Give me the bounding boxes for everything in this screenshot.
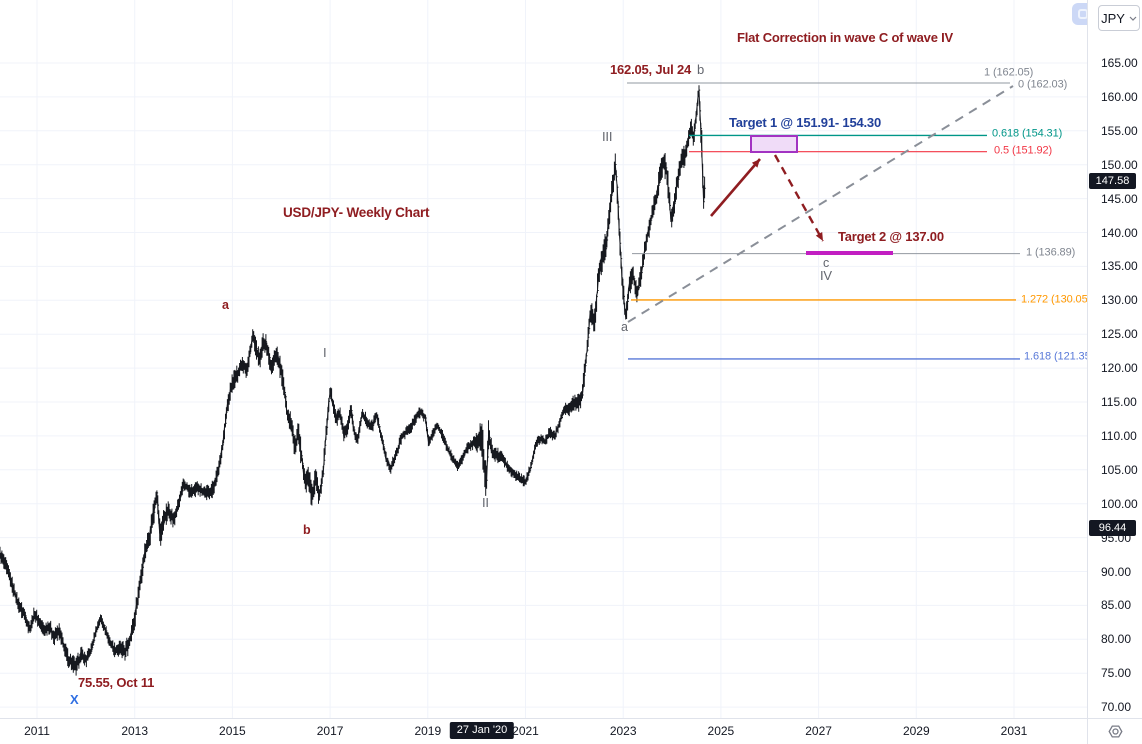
time-axis-label: 2011 — [24, 724, 50, 738]
time-axis-label: 2015 — [219, 724, 246, 738]
time-axis-label: 2027 — [805, 724, 832, 738]
price-axis-label: 140.00 — [1101, 225, 1138, 240]
secondary-price-badge: 96.44 — [1089, 520, 1136, 536]
price-axis-label: 150.00 — [1101, 157, 1138, 172]
current-price-badge: 147.58 — [1089, 173, 1136, 189]
chart-canvas[interactable]: 1 (162.05) 0 (162.03) 0.618 (154.31) 0.5 (1… — [0, 0, 1094, 718]
price-axis-label: 85.00 — [1101, 598, 1132, 613]
price-axis-label: 145.00 — [1101, 191, 1138, 206]
time-axis-label: 2019 — [414, 724, 442, 738]
price-axis-label: 95.00 — [1101, 530, 1132, 545]
time-axis-label: 2023 — [609, 724, 637, 738]
time-axis-label: 2025 — [707, 724, 735, 738]
price-axis[interactable]: 147.58 96.44 165.00 160.00 155.00 150.00 145… — [1087, 0, 1142, 718]
axis-settings-corner[interactable] — [1087, 718, 1142, 744]
drawing-layer — [627, 85, 1014, 323]
price-axis-label: 155.00 — [1101, 123, 1138, 138]
price-axis-label: 115.00 — [1101, 395, 1137, 409]
price-axis-label: 130.00 — [1101, 293, 1138, 308]
price-axis-label: 120.00 — [1101, 361, 1138, 376]
price-axis-label: 75.00 — [1101, 666, 1132, 681]
price-axis-label: 165.00 — [1101, 56, 1138, 70]
price-axis-label: 135.00 — [1101, 259, 1138, 274]
price-axis-label: 125.00 — [1101, 327, 1138, 342]
time-axis-label: 2017 — [316, 724, 344, 738]
time-axis-label: 2013 — [121, 724, 149, 738]
chevron-down-icon — [1129, 16, 1137, 21]
price-axis-label: 105.00 — [1101, 462, 1138, 477]
level-lines — [627, 82, 1020, 360]
time-axis[interactable]: 27 Jan '20 2011 2013 2015 2017 2019 2021 2023 2… — [0, 718, 1087, 744]
currency-selector[interactable]: JPY — [1098, 5, 1140, 31]
price-chart[interactable] — [0, 0, 1087, 718]
time-axis-label: 2021 — [512, 724, 539, 738]
gear-icon — [1107, 725, 1123, 738]
price-axis-label: 110.00 — [1101, 428, 1137, 443]
date-badge: 27 Jan '20 — [449, 722, 515, 739]
time-axis-label: 2031 — [1000, 724, 1028, 738]
price-series — [0, 85, 706, 676]
price-axis-label: 160.00 — [1101, 89, 1138, 104]
grid-layer — [0, 0, 1087, 718]
price-axis-label: 90.00 — [1101, 564, 1132, 579]
currency-label: JPY — [1101, 10, 1125, 26]
price-axis-label: 70.00 — [1101, 700, 1132, 715]
time-axis-label: 2029 — [902, 724, 930, 738]
price-axis-label: 100.00 — [1101, 496, 1138, 511]
price-axis-label: 80.00 — [1101, 632, 1132, 647]
